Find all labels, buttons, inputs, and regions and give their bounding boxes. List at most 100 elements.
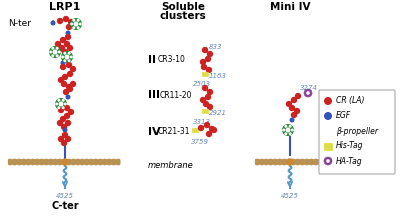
Circle shape — [264, 161, 268, 165]
Circle shape — [323, 161, 326, 165]
Circle shape — [200, 97, 206, 103]
Circle shape — [292, 159, 295, 163]
Circle shape — [310, 159, 313, 163]
Circle shape — [284, 132, 287, 135]
Text: His-Tag: His-Tag — [336, 141, 364, 151]
Circle shape — [211, 127, 217, 133]
Circle shape — [291, 128, 294, 132]
Circle shape — [63, 59, 66, 62]
Circle shape — [55, 98, 67, 110]
Circle shape — [13, 161, 16, 165]
Circle shape — [290, 117, 294, 123]
Circle shape — [61, 81, 67, 87]
Circle shape — [50, 20, 56, 26]
Circle shape — [201, 64, 207, 70]
Text: IV: IV — [148, 127, 161, 137]
Circle shape — [282, 159, 286, 163]
Circle shape — [64, 113, 70, 119]
Circle shape — [66, 94, 70, 100]
Circle shape — [58, 77, 64, 83]
Text: 1163: 1163 — [209, 73, 227, 79]
Circle shape — [284, 125, 287, 128]
Circle shape — [44, 159, 48, 163]
Circle shape — [58, 136, 64, 142]
Circle shape — [286, 127, 290, 133]
Circle shape — [292, 161, 295, 165]
Circle shape — [112, 159, 116, 163]
Circle shape — [328, 127, 331, 129]
Circle shape — [57, 46, 63, 52]
Circle shape — [85, 159, 88, 163]
Circle shape — [287, 159, 290, 163]
Bar — [324, 143, 332, 150]
Circle shape — [22, 159, 26, 163]
Circle shape — [318, 161, 322, 165]
Circle shape — [282, 124, 294, 136]
Circle shape — [40, 159, 44, 163]
Circle shape — [18, 161, 21, 165]
Circle shape — [278, 161, 282, 165]
Circle shape — [202, 47, 208, 53]
Circle shape — [103, 159, 106, 163]
Text: 4525: 4525 — [281, 193, 299, 199]
Circle shape — [98, 161, 102, 165]
Circle shape — [58, 159, 62, 163]
Circle shape — [68, 59, 71, 62]
Circle shape — [62, 128, 68, 133]
Text: 833: 833 — [209, 44, 222, 50]
Circle shape — [61, 51, 73, 63]
Circle shape — [31, 159, 34, 163]
Circle shape — [300, 161, 304, 165]
Circle shape — [306, 91, 310, 95]
Circle shape — [70, 18, 82, 30]
Circle shape — [305, 159, 308, 163]
Circle shape — [289, 105, 295, 111]
Circle shape — [326, 159, 330, 163]
Text: 3313: 3313 — [193, 119, 211, 125]
Circle shape — [64, 41, 70, 47]
Circle shape — [66, 24, 72, 30]
Circle shape — [60, 64, 66, 70]
Circle shape — [67, 159, 70, 163]
Circle shape — [207, 89, 213, 95]
Circle shape — [206, 131, 212, 137]
Circle shape — [203, 101, 209, 107]
Circle shape — [98, 159, 102, 163]
Circle shape — [325, 127, 328, 129]
Circle shape — [286, 101, 292, 107]
Circle shape — [90, 159, 93, 163]
Circle shape — [49, 46, 61, 58]
Circle shape — [326, 129, 330, 133]
Circle shape — [330, 130, 333, 132]
Circle shape — [77, 19, 80, 22]
Text: II: II — [148, 55, 156, 65]
Circle shape — [108, 159, 111, 163]
Circle shape — [61, 140, 67, 146]
Circle shape — [57, 18, 63, 24]
Circle shape — [287, 159, 293, 165]
Circle shape — [314, 159, 318, 163]
Circle shape — [67, 86, 73, 92]
Circle shape — [304, 89, 312, 97]
Circle shape — [65, 120, 71, 126]
Text: 2921: 2921 — [209, 110, 227, 116]
Bar — [202, 109, 208, 113]
Text: III: III — [148, 90, 160, 100]
Circle shape — [62, 99, 65, 102]
Circle shape — [282, 161, 286, 165]
Circle shape — [295, 93, 301, 99]
Text: CR21-31: CR21-31 — [158, 128, 190, 136]
Circle shape — [40, 161, 44, 165]
Bar — [192, 128, 198, 132]
Circle shape — [323, 126, 333, 136]
Circle shape — [64, 54, 70, 59]
Circle shape — [200, 59, 206, 65]
Circle shape — [205, 94, 211, 100]
Circle shape — [70, 56, 73, 59]
Circle shape — [207, 51, 213, 57]
Circle shape — [59, 45, 65, 51]
Circle shape — [62, 132, 68, 138]
Circle shape — [205, 56, 211, 62]
Circle shape — [22, 161, 26, 165]
Circle shape — [67, 45, 73, 51]
